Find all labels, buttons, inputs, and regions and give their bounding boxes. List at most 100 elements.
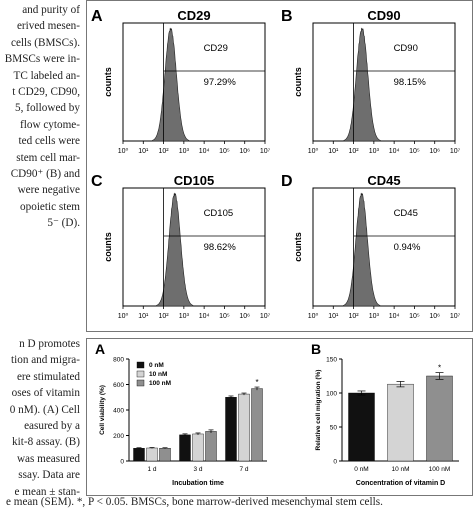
bar-panel-b: B 0 50 100 150 Relative cell migration (%) 0 n…: [311, 341, 459, 487]
x-tick-label: 10⁷: [450, 313, 461, 320]
y-tick-label: 600: [113, 382, 124, 389]
bar: [426, 375, 453, 462]
flow-panel-d: D CD45 CD45 0.94% counts 10⁰ 10¹ 10² 10³ 10⁴ 10⁵ 10…: [281, 173, 461, 320]
x-tick-label: 10¹: [138, 148, 149, 155]
bar: [251, 388, 263, 462]
gate-label: CD29: [204, 43, 228, 54]
bar: [133, 448, 145, 462]
y-tick-label: 0: [120, 459, 124, 466]
flow-cytometry-panels: A CD29 CD29 97.29% counts 10⁰ 10¹ 10² 10³ 10⁴ 10⁵ 1…: [91, 8, 461, 320]
bar: [238, 393, 250, 462]
text-line: CD90⁺ (B) and: [10, 167, 80, 180]
y-tick-label: 50: [330, 425, 338, 432]
text-line: and purity of: [22, 4, 80, 16]
bar-chart-panels: A 0 200 400 600 800 Cell viability (%) 1 d 3 d * 7…: [95, 341, 459, 487]
x-tick-label: 10⁴: [199, 148, 210, 155]
x-tick-label: 10²: [349, 313, 360, 320]
x-tick-label: 1 d: [147, 466, 156, 473]
legend-label: 10 nM: [149, 371, 167, 378]
legend-swatch: [136, 370, 145, 378]
y-axis-label: counts: [103, 67, 113, 97]
text-line: ted cells were: [18, 135, 81, 148]
text-line: 5, followed by: [15, 102, 80, 115]
x-axis-label: Incubation time: [172, 480, 224, 487]
x-tick-label: 10¹: [328, 313, 339, 320]
significance-mark: *: [438, 364, 441, 373]
legend-swatch: [136, 379, 145, 387]
y-tick-label: 800: [113, 357, 124, 364]
panel-letter: D: [281, 173, 293, 190]
x-axis-label: Concentration of vitamin D: [356, 480, 445, 487]
plot-frame: [122, 22, 266, 142]
marker-title: CD105: [174, 173, 214, 188]
plot-frame: [312, 22, 456, 142]
text-line: t CD29, CD90,: [12, 85, 80, 98]
x-tick-label: 10⁶: [429, 313, 440, 320]
panel-letter: C: [91, 173, 103, 190]
y-axis-label: counts: [103, 232, 113, 262]
y-axis-label: Relative cell migration (%): [315, 370, 322, 451]
panel-letter: B: [281, 8, 293, 25]
x-tick-label: 10⁰: [308, 312, 319, 320]
marker-title: CD29: [177, 8, 210, 23]
x-tick-label: 10⁰: [118, 312, 129, 320]
text-line: tion and migra-: [11, 354, 80, 367]
bar: [146, 447, 158, 462]
histogram: [152, 27, 190, 142]
gate-label: CD45: [394, 208, 418, 219]
gate-percent: 0.94%: [394, 242, 421, 253]
gate-label: CD90: [394, 43, 418, 54]
article-text-top: and purity of erived mesen-cells (BMSCs).…: [0, 2, 80, 231]
text-line: easured by a: [24, 419, 80, 432]
panel-letter: A: [91, 8, 103, 25]
text-line: ssay. Data are: [18, 469, 80, 482]
gate-percent: 98.62%: [204, 242, 237, 253]
text-line: cells (BMSCs).: [11, 36, 80, 49]
panel-letter: B: [311, 341, 321, 357]
legend-label: 0 nM: [149, 362, 164, 369]
text-line: ere stimulated: [16, 370, 80, 383]
x-tick-label: 10⁶: [239, 148, 250, 155]
bar: [387, 383, 414, 462]
x-tick-label: 7 d: [239, 466, 248, 473]
vitamin-d-bar-figure: A 0 200 400 600 800 Cell viability (%) 1 d 3 d * 7…: [86, 338, 473, 496]
text-line: n D promotes: [19, 338, 80, 350]
article-text-middle: n D promotes tion and migra-ere stimulate…: [0, 336, 80, 500]
y-tick-label: 0: [333, 459, 337, 466]
text-line: erived mesen-: [16, 20, 80, 33]
gate-percent: 98.15%: [394, 77, 427, 88]
x-tick-label: 10⁷: [260, 148, 271, 155]
text-line: 0 nM). (A) Cell: [9, 403, 80, 416]
bar: [179, 434, 191, 462]
y-tick-label: 100: [326, 391, 337, 398]
bar: [159, 448, 171, 462]
x-tick-label: 10²: [159, 148, 170, 155]
flow-panel-c: C CD105 CD105 98.62% counts 10⁰ 10¹ 10² 10³ 10⁴ 10…: [91, 173, 271, 320]
x-tick-label: 10³: [369, 313, 380, 320]
flow-cytometry-figure: A CD29 CD29 97.29% counts 10⁰ 10¹ 10² 10³ 10⁴ 10⁵ 1…: [86, 0, 473, 332]
x-tick-label: 10¹: [328, 148, 339, 155]
legend-label: 100 nM: [149, 380, 171, 387]
marker-title: CD45: [367, 173, 400, 188]
x-tick-label: 10⁴: [199, 313, 210, 320]
x-tick-label: 10⁶: [239, 313, 250, 320]
text-line: oses of vitamin: [11, 387, 80, 400]
figure-caption: e mean (SEM). *, P < 0.05. BMSCs, bone m…: [6, 496, 383, 508]
x-tick-label: 10⁴: [389, 313, 400, 320]
text-line: stem cell mar-: [16, 151, 80, 164]
x-tick-label: 10⁶: [429, 148, 440, 155]
x-tick-label: 10⁵: [219, 148, 230, 155]
gate-percent: 97.29%: [204, 77, 237, 88]
text-line: were negative: [17, 184, 80, 197]
x-tick-label: 10²: [159, 313, 170, 320]
x-tick-label: 10²: [349, 148, 360, 155]
bar: [225, 397, 237, 462]
y-axis-label: counts: [293, 67, 303, 97]
y-tick-label: 150: [326, 357, 337, 364]
x-tick-label: 10⁵: [409, 148, 420, 155]
histogram: [156, 192, 194, 307]
x-tick-label: 10⁷: [260, 313, 271, 320]
x-tick-label: 10⁵: [219, 313, 230, 320]
x-tick-label: 10⁰: [118, 147, 129, 155]
histogram: [343, 192, 381, 307]
